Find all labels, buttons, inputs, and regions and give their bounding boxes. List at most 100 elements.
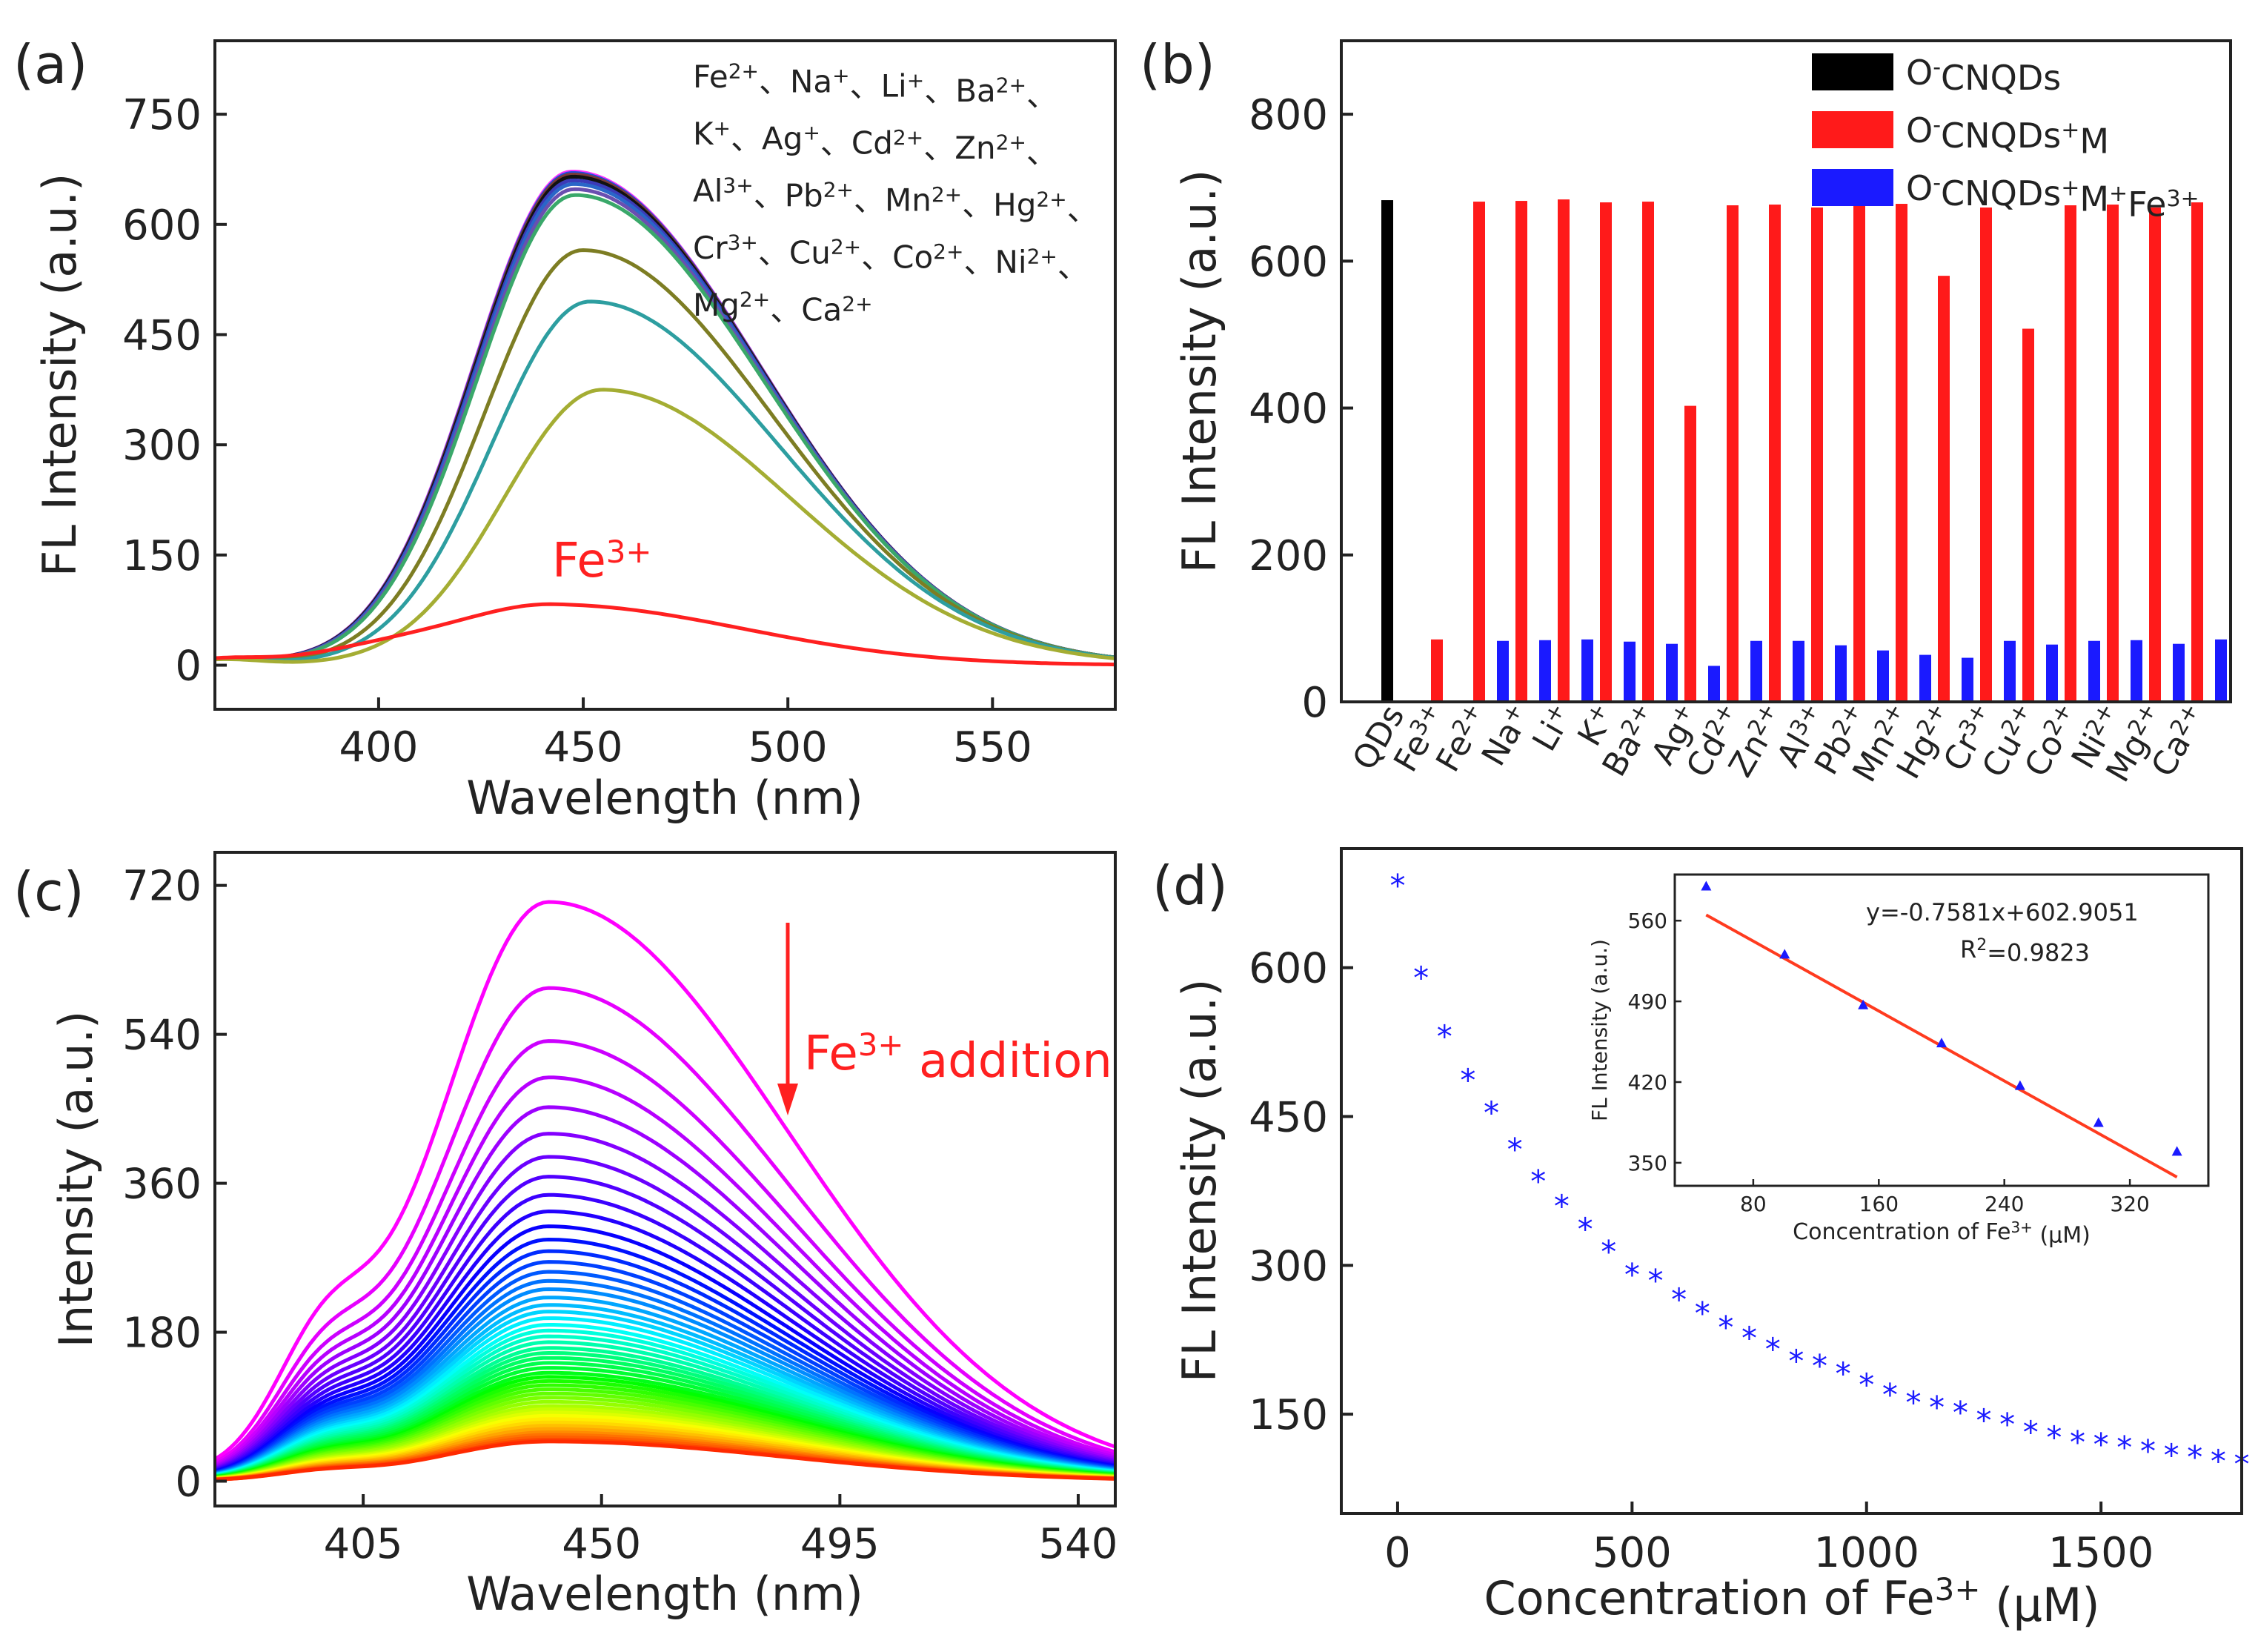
panel-b-category-label: Li+ (1525, 699, 1581, 757)
panel-d-point: * (1624, 1256, 1640, 1293)
panel-d-xtick-label: 1500 (2048, 1529, 2154, 1577)
panel-b-bar (1727, 205, 1739, 702)
panel-a-ytick-label: 300 (122, 422, 202, 470)
panel-d-ytick-label: 300 (1249, 1242, 1328, 1290)
panel-b-bar (2022, 328, 2034, 702)
panel-b-ytick-label: 200 (1249, 532, 1328, 580)
inset-xtick-label: 80 (1740, 1192, 1767, 1216)
panel-c-curve (215, 1237, 1115, 1474)
panel-d-point: * (1788, 1343, 1804, 1379)
panel-b-bar (1642, 202, 1654, 702)
panel-b-bar (1919, 654, 1931, 702)
panel-c-ytick-label: 180 (122, 1310, 202, 1358)
panel-d-point: * (1695, 1296, 1710, 1332)
panel-b-bar (1811, 207, 1823, 703)
panel-b-bar (1793, 640, 1804, 702)
panel-d-point: * (2187, 1439, 2202, 1476)
panel-a-ion-legend-line: Al3+、Pb2+、Mn2+、Hg2+、 (693, 173, 1098, 228)
inset-point (1701, 880, 1712, 891)
panel-d-point: * (1882, 1376, 1898, 1413)
panel-b-legend-label: O-CNQDs (1906, 53, 2061, 98)
panel-b-bar (1473, 202, 1485, 702)
panel-b-ytick-label: 600 (1249, 238, 1328, 286)
panel-a-ion-legend-line: Cr3+、Cu2+、Co2+、Ni2+、 (693, 230, 1089, 285)
panel-b-legend-swatch (1812, 169, 1893, 206)
panel-a-xtick-label: 450 (544, 723, 623, 772)
panel-b-bar (1515, 201, 1527, 702)
panel-d-xtick-label: 0 (1384, 1529, 1411, 1577)
panel-d-point: * (1437, 1018, 1452, 1055)
panel-d-point: * (1906, 1384, 1922, 1421)
panel-b-bar (2046, 644, 2058, 702)
inset-fit-equation: y=-0.7581x+602.9051 (1866, 898, 2139, 926)
panel-b-bar (1431, 639, 1443, 702)
inset-point (1858, 999, 1869, 1009)
panel-d-point: * (1741, 1320, 1757, 1356)
panel-b-bar (1666, 643, 1678, 702)
panel-c-annotation: Fe3+ addition (804, 1026, 1112, 1089)
panel-b-legend: O-CNQDs O-CNQDs+M O-CNQDs+M+Fe3+ (1812, 53, 2199, 225)
panel-a-ion-legend: Fe2+、Na+、Li+、Ba2+、K+、Ag+、Cd2+、Zn2+、Al3+、… (693, 59, 1098, 328)
panel-b-bar (1624, 641, 1636, 702)
inset-point (2014, 1080, 2025, 1090)
inset-xtick-label: 240 (1985, 1192, 2024, 1216)
panel-d-point: * (1836, 1356, 1851, 1392)
panel-d-point: * (1671, 1281, 1687, 1318)
panel-a-curve (215, 193, 1115, 661)
panel-d-point: * (1765, 1331, 1781, 1367)
panel-d-inset: 80 160 240 320 350 420 490 560 Concentration of … (1587, 873, 2210, 1249)
panel-b-bar (1980, 207, 1992, 703)
panel-c-curve (215, 1260, 1115, 1475)
panel-b-bar (1600, 202, 1612, 702)
panel-a-curve (215, 388, 1115, 664)
panel-c-curve (215, 1270, 1115, 1476)
panel-d-point: * (1647, 1262, 1663, 1298)
panel-a-ytick-label: 150 (122, 532, 202, 580)
panel-c-ytick-label: 540 (122, 1012, 202, 1060)
panel-d-point: * (1976, 1402, 1991, 1439)
panel-a-ylabel: FL Intensity (a.u.) (33, 173, 87, 577)
panel-b-bar (1896, 204, 1907, 702)
panel-d-point: * (1859, 1367, 1874, 1403)
panel-c-curve (215, 1075, 1115, 1468)
panel-d-point: * (1718, 1309, 1733, 1345)
panel-b-legend-swatch (1812, 111, 1893, 148)
panel-b-bar (1708, 666, 1720, 702)
panel-c-curve (215, 1249, 1115, 1475)
panel-d-xtick-label: 1000 (1813, 1529, 1919, 1577)
panel-b-bar (1539, 640, 1551, 702)
panel-b-bar (1853, 205, 1865, 702)
panel-a-ytick-label: 600 (122, 202, 202, 250)
panel-b-bar (1381, 200, 1393, 702)
panel-d-point: * (1999, 1407, 2015, 1443)
panel-a-curve (215, 299, 1115, 663)
panel-b-bar (1877, 650, 1889, 702)
inset-ytick-label: 350 (1628, 1151, 1667, 1175)
panel-a-xlabel: Wavelength (nm) (466, 771, 863, 825)
panel-b-bar (2004, 640, 2016, 702)
panel-d-point: * (2046, 1419, 2062, 1456)
panel-b-bar (2191, 202, 2203, 702)
panel-a-plot-frame (213, 39, 1117, 711)
panel-d-plot-frame (1340, 847, 2243, 1515)
panel-a-ytick-label: 0 (175, 643, 202, 691)
panel-a-xtick-label: 400 (339, 723, 418, 772)
panel-d-point: * (1953, 1394, 1968, 1430)
panel-c-curve (215, 1439, 1115, 1482)
panel-d-point: * (1484, 1095, 1499, 1131)
panel-c-curve (215, 1039, 1115, 1467)
inset-frame (1673, 873, 2210, 1187)
panel-b-bar (1581, 639, 1593, 702)
inset-point (2171, 1146, 2182, 1156)
panel-a-curve (215, 602, 1115, 667)
panel-c-curve (215, 1209, 1115, 1473)
panel-a-label: (a) (13, 33, 87, 96)
panel-c-arrow-head (777, 1084, 798, 1115)
panel-b-bar (1938, 276, 1950, 703)
inset-ytick-label: 490 (1628, 989, 1667, 1014)
panel-a-ion-legend-line: Mg2+、Ca2+ (693, 287, 873, 328)
panel-c-label: (c) (13, 860, 84, 923)
panel-b-bar (2107, 205, 2119, 702)
panel-b-chart: (b) 0200400600800QDsFe3+Fe2+Na+Li+K+Ba2+… (1140, 33, 2232, 789)
